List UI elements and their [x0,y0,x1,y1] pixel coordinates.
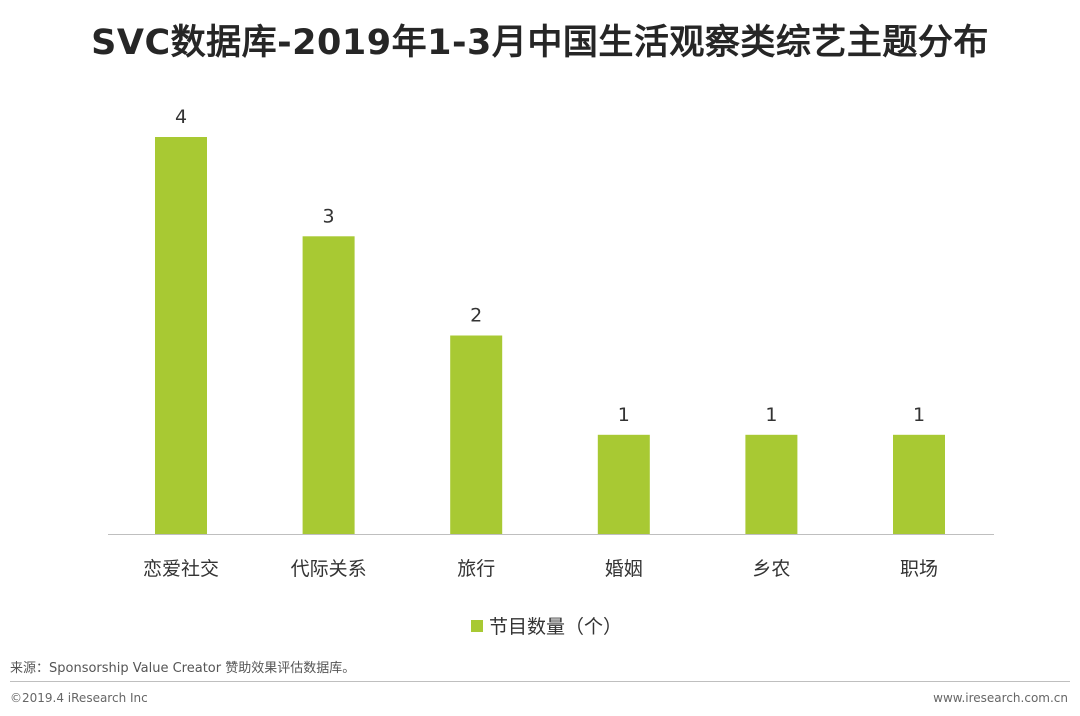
bar-1 [155,137,207,534]
x-tick-label-3: 旅行 [457,558,495,580]
source-note: 来源：Sponsorship Value Creator 赞助效果评估数据库。 [10,661,356,676]
legend-label: 节目数量（个） [489,616,622,638]
data-label-3: 2 [470,305,482,327]
bar-3 [450,335,503,534]
data-label-1: 4 [175,106,187,128]
bar-6 [893,434,945,535]
x-tick-label-6: 职场 [900,558,938,580]
footer-divider [10,681,1070,682]
bars-layer [155,137,945,535]
website-link[interactable]: www.iresearch.com.cn [933,691,1068,705]
bar-chart: 4 3 2 1 1 1 恋爱社交 代际关系 旅行 婚姻 乡农 职场 节目数量（个） [108,106,994,638]
data-label-6: 1 [913,404,925,426]
legend: 节目数量（个） [471,616,622,638]
bar-2 [302,236,355,535]
chart-title: SVC数据库-2019年1-3月中国生活观察类综艺主题分布 [91,23,989,63]
x-tick-label-5: 乡农 [752,558,790,580]
data-label-4: 1 [618,404,630,426]
ticks-layer: 恋爱社交 代际关系 旅行 婚姻 乡农 职场 [143,558,938,580]
copyright: ©2019.4 iResearch Inc [10,691,148,705]
data-label-5: 1 [765,404,777,426]
x-tick-label-4: 婚姻 [605,558,643,580]
labels-layer: 4 3 2 1 1 1 [175,106,925,426]
x-tick-label-1: 恋爱社交 [143,558,219,580]
bar-4 [597,434,650,535]
bar-5 [745,434,798,535]
data-label-2: 3 [323,205,335,227]
x-tick-label-2: 代际关系 [291,558,367,580]
legend-swatch [471,620,483,632]
